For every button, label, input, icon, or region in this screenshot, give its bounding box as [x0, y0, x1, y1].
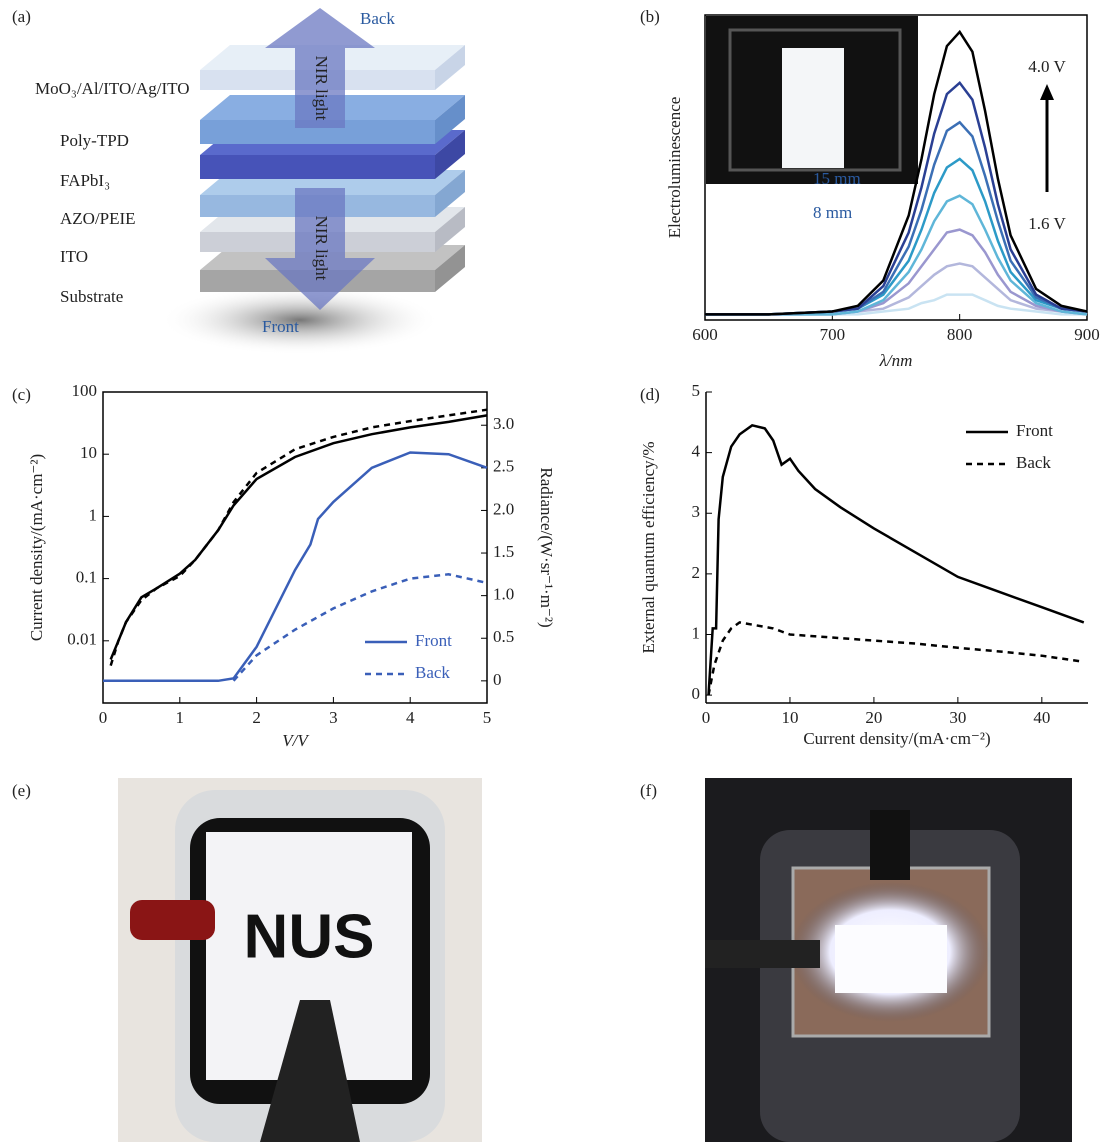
annotation: 4.0 V [1028, 57, 1066, 76]
y2-tick-label: 3.0 [493, 414, 514, 433]
y-axis-label: Current density/(mA·cm⁻²) [27, 454, 46, 641]
x-tick-label: 900 [1074, 325, 1100, 344]
panel-label: (c) [12, 385, 31, 404]
arrow-head [1040, 84, 1054, 100]
x-axis-label: Current density/(mA·cm⁻²) [803, 729, 990, 748]
panel-label: (f) [640, 781, 657, 800]
legend-label: Back [1016, 453, 1051, 472]
series-line [111, 410, 487, 666]
y-tick-label: 100 [72, 381, 98, 400]
x-tick-label: 20 [865, 708, 882, 727]
y2-tick-label: 2.0 [493, 499, 514, 518]
y2-axis-label: Radiance/(W·sr⁻¹·m⁻²) [537, 467, 556, 627]
x-axis-label: V/V [282, 731, 310, 750]
shadow [160, 285, 440, 355]
y-tick-label: 0.1 [76, 568, 97, 587]
figure: (a) NIR light NIR light Back Front MoO₃/… [0, 0, 1110, 1142]
series-line [705, 230, 1087, 315]
panel-label: (e) [12, 781, 31, 800]
y-tick-label: 3 [692, 502, 701, 521]
y2-tick-label: 2.5 [493, 457, 514, 476]
y-tick-label: 0 [692, 684, 701, 703]
x-tick-label: 2 [252, 708, 261, 727]
x-tick-label: 1 [176, 708, 185, 727]
layer-label: FAPbI₃ [60, 171, 110, 190]
inset-photo [706, 16, 1054, 192]
x-tick-label: 5 [483, 708, 492, 727]
photo-f: (f) [640, 778, 1072, 1142]
front-label: Front [262, 317, 299, 336]
back-label: Back [360, 9, 395, 28]
layer-label: ITO [60, 247, 88, 266]
x-tick-label: 600 [692, 325, 718, 344]
y-axis-label: External quantum efficiency/% [639, 441, 658, 653]
panel-label: (b) [640, 7, 660, 26]
screen-text: NUS [244, 902, 375, 971]
device-diagram: (a) NIR light NIR light Back Front MoO₃/… [12, 7, 465, 355]
y-tick-label: 4 [692, 442, 701, 461]
y2-tick-label: 0.5 [493, 627, 514, 646]
x-tick-label: 0 [99, 708, 108, 727]
x-tick-label: 0 [702, 708, 711, 727]
layer-label: AZO/PEIE [60, 209, 136, 228]
series-line [111, 415, 487, 659]
y2-tick-label: 1.5 [493, 542, 514, 561]
y-tick-label: 2 [692, 563, 701, 582]
panel-label: (d) [640, 385, 660, 404]
layer-label: Poly-TPD [60, 131, 129, 150]
x-tick-label: 10 [781, 708, 798, 727]
y-tick-label: 5 [692, 381, 701, 400]
annotation: 8 mm [813, 203, 852, 222]
legend-label: Back [415, 663, 450, 682]
x-tick-label: 30 [949, 708, 966, 727]
y-tick-label: 10 [80, 443, 97, 462]
x-tick-label: 700 [820, 325, 846, 344]
layer-label: MoO₃/Al/ITO/Ag/ITO [35, 79, 190, 98]
x-tick-label: 4 [406, 708, 415, 727]
y2-tick-label: 0 [493, 670, 502, 689]
panel-label: (a) [12, 7, 31, 26]
legend-label: Front [1016, 421, 1053, 440]
photo-e: (e) NUS [12, 778, 482, 1142]
y2-tick-label: 1.0 [493, 585, 514, 604]
arrow-label: NIR light [312, 216, 331, 281]
layer-label: Substrate [60, 287, 123, 306]
x-tick-label: 40 [1033, 708, 1050, 727]
x-tick-label: 800 [947, 325, 973, 344]
y-tick-label: 1 [89, 505, 98, 524]
legend-label: Front [415, 631, 452, 650]
y-axis-label: Electroluminescence [665, 97, 684, 239]
y-tick-label: 0.01 [67, 630, 97, 649]
x-tick-label: 3 [329, 708, 338, 727]
arrow-label: NIR light [312, 56, 331, 121]
x-axis-label: λ/nm [879, 351, 913, 370]
y-tick-label: 1 [692, 623, 701, 642]
annotation: 1.6 V [1028, 214, 1066, 233]
series-line [709, 622, 1084, 695]
plot-frame [103, 392, 487, 703]
annotation: 15 mm [813, 169, 861, 188]
